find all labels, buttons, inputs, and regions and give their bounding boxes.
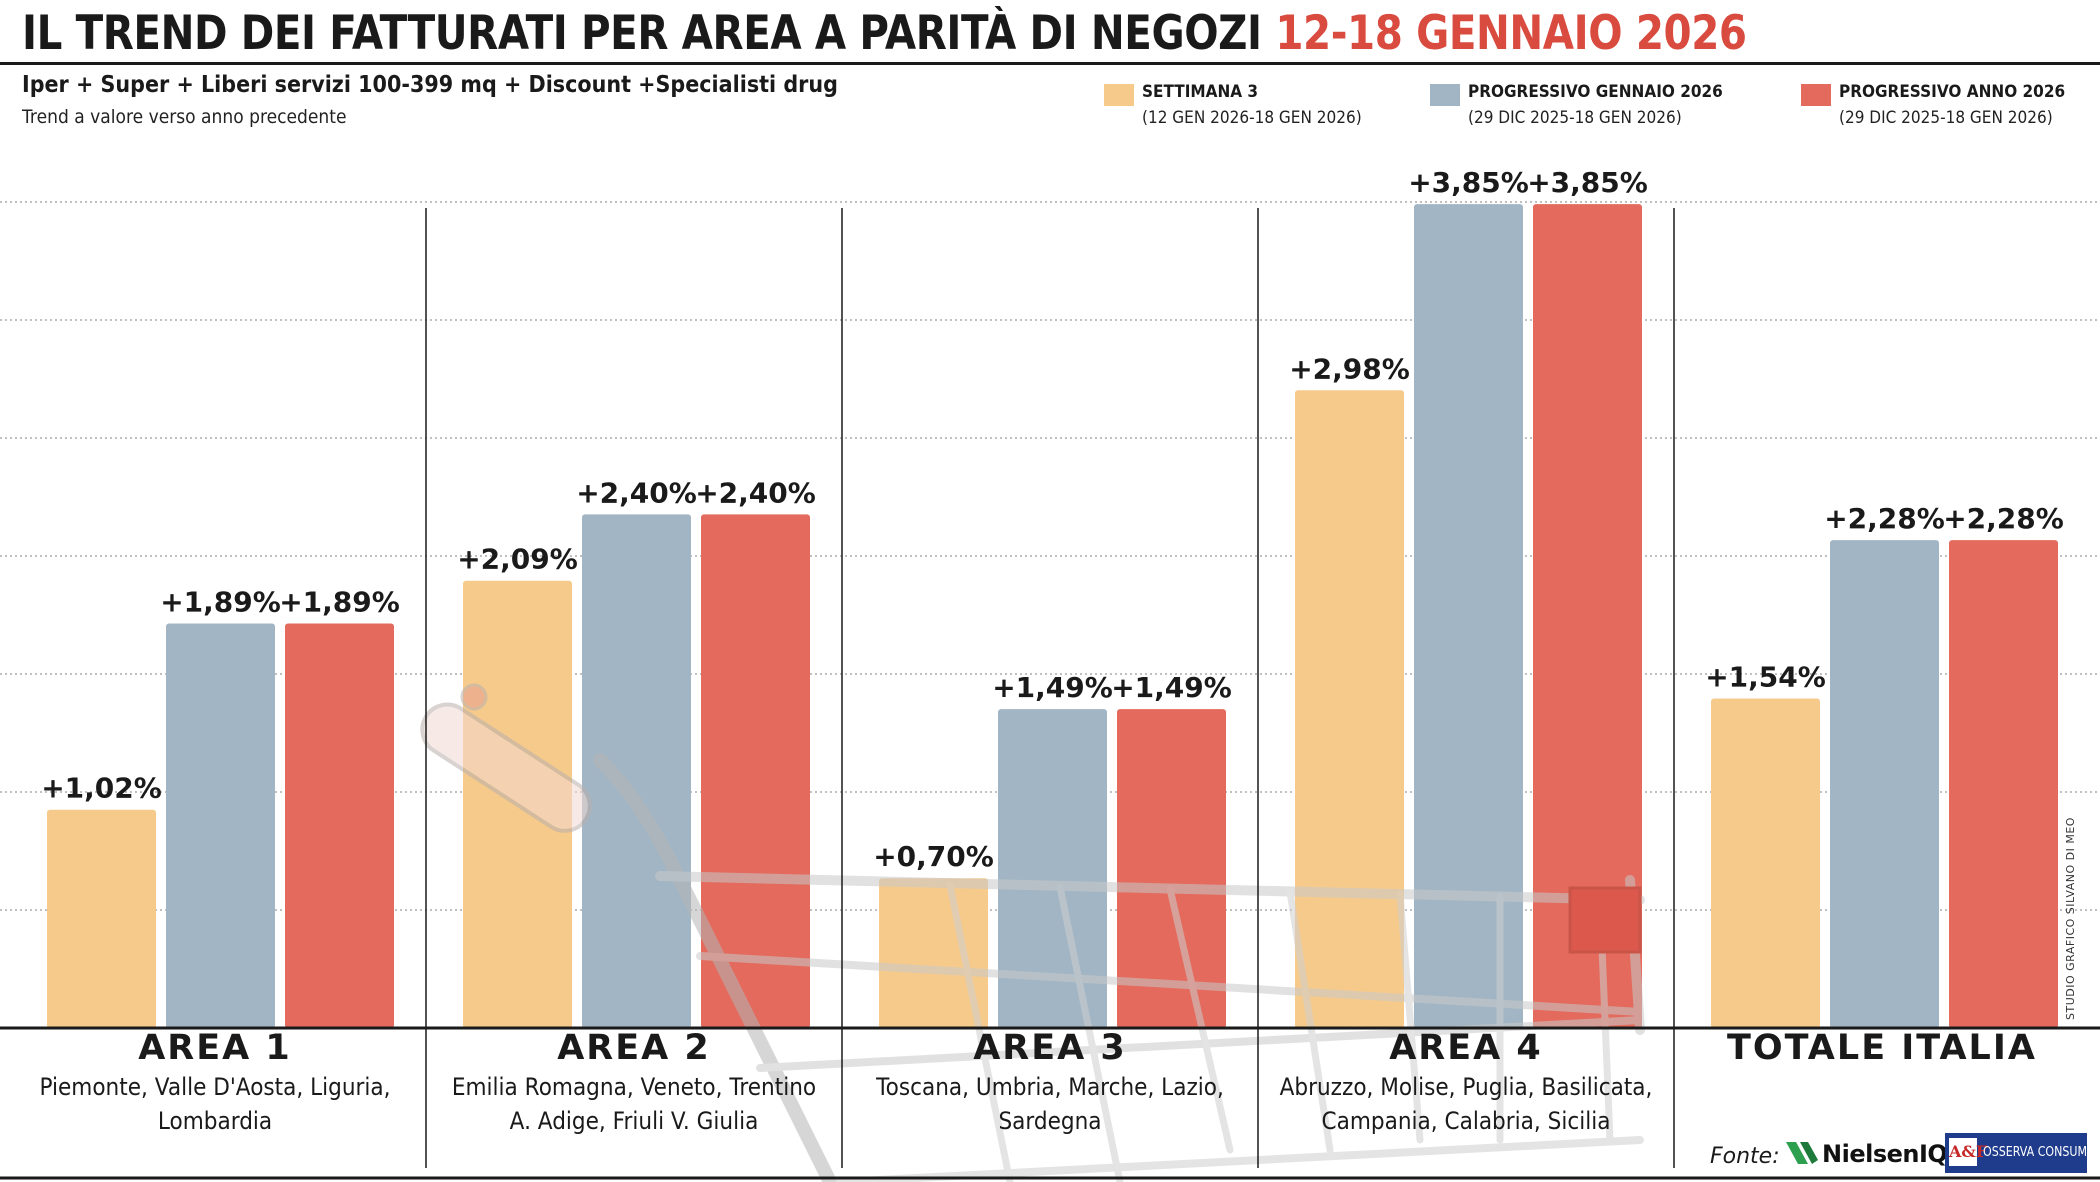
- bar-1-series-1: [47, 809, 156, 1028]
- cart-base: [836, 1136, 1644, 1182]
- legend-label: PROGRESSIVO GENNAIO 2026: [1468, 82, 1723, 102]
- category-label-area-2: AREA 2: [557, 1028, 711, 1068]
- cart-basket-top: [655, 871, 1645, 905]
- data-label-1-series-2: +1,89%: [160, 586, 281, 619]
- nielseniq-wordmark: NielsenIQ: [1822, 1140, 1948, 1168]
- graphic-credit: STUDIO GRAFICO SILVANO DI MEO: [2064, 817, 2077, 1020]
- bar-4-series-1: [1295, 390, 1404, 1028]
- bar-3-series-3: [1117, 709, 1226, 1028]
- data-label-2-series-1: +2,09%: [457, 543, 578, 576]
- data-label-4-series-2: +3,85%: [1408, 166, 1529, 199]
- legend-period: (29 DIC 2025-18 GEN 2026): [1839, 108, 2053, 128]
- title-main: IL TREND DEI FATTURATI PER AREA A PARITÀ…: [22, 6, 1262, 61]
- data-label-3-series-2: +1,49%: [992, 671, 1113, 704]
- data-label-1-series-1: +1,02%: [41, 772, 162, 805]
- legend-period: (12 GEN 2026-18 GEN 2026): [1142, 108, 1362, 128]
- category-label-area-3: AREA 3: [973, 1028, 1127, 1068]
- cart-tag: [1568, 886, 1642, 954]
- bar-2-series-3: [701, 514, 810, 1028]
- data-label-5-series-1: +1,54%: [1705, 660, 1826, 693]
- subtitle: Iper + Super + Liberi servizi 100-399 mq…: [22, 72, 838, 98]
- bar-2-series-2: [582, 514, 691, 1028]
- data-label-3-series-1: +0,70%: [873, 840, 994, 873]
- data-label-3-series-3: +1,49%: [1111, 671, 1232, 704]
- legend-period: (29 DIC 2025-18 GEN 2026): [1468, 108, 1682, 128]
- legend-label: SETTIMANA 3: [1142, 82, 1259, 102]
- data-label-4-series-1: +2,98%: [1289, 352, 1410, 385]
- category-label-area-1: AREA 1: [138, 1028, 292, 1068]
- page-title: IL TREND DEI FATTURATI PER AREA A PARITÀ…: [22, 4, 1747, 64]
- cart-basket-wires: [946, 881, 1614, 1182]
- bar-4-series-3: [1533, 204, 1642, 1029]
- category-subtitle-area-1: Piemonte, Valle D'Aosta, Liguria, Lombar…: [39, 1073, 391, 1135]
- legend-swatch: [1430, 84, 1460, 106]
- category-subtitle-area-2: Emilia Romagna, Veneto, Trentino A. Adig…: [451, 1073, 817, 1135]
- cart-basket-mid: [696, 952, 1644, 1016]
- data-label-1-series-3: +1,89%: [279, 586, 400, 619]
- category-label-area-4: AREA 4: [1389, 1028, 1543, 1068]
- legend-swatch: [1801, 84, 1831, 106]
- data-label-2-series-2: +2,40%: [576, 476, 697, 509]
- cart-frame-rail: [593, 753, 837, 1182]
- category-subtitle-area-3: Toscana, Umbria, Marche, Lazio, Sardegna: [876, 1073, 1224, 1135]
- osserva-wordmark: OSSERVA CONSUMI: [1983, 1145, 2091, 1160]
- data-label-2-series-3: +2,40%: [695, 476, 816, 509]
- bar-3-series-2: [998, 709, 1107, 1028]
- category-subtitle-area-4: Abruzzo, Molise, Puglia, Basilicata, Cam…: [1279, 1073, 1653, 1135]
- osserva-consumi-logo: A&F OSSERVA CONSUMI: [1945, 1133, 2091, 1173]
- legend-swatch: [1104, 84, 1134, 106]
- trend-note: Trend a valore verso anno precedente: [22, 106, 347, 128]
- category-label-totale: TOTALE ITALIA: [1727, 1028, 2037, 1068]
- bar-5-series-2: [1830, 540, 1939, 1028]
- source-label: Fonte:: [1710, 1144, 1780, 1169]
- cart-handle-knob: [460, 683, 488, 711]
- bar-3-series-1: [879, 878, 988, 1028]
- bar-5-series-3: [1949, 540, 2058, 1028]
- bar-1-series-2: [166, 623, 275, 1028]
- bar-1-series-3: [285, 623, 394, 1028]
- data-label-4-series-3: +3,85%: [1527, 166, 1648, 199]
- bar-5-series-1: [1711, 698, 1820, 1028]
- legend-label: PROGRESSIVO ANNO 2026: [1839, 82, 2066, 102]
- data-label-5-series-3: +2,28%: [1943, 502, 2064, 535]
- nielseniq-icon: [1786, 1142, 1818, 1164]
- title-highlight: 12-18 GENNAIO 2026: [1275, 6, 1747, 61]
- osserva-mark: A&F: [1949, 1138, 1987, 1166]
- bar-4-series-2: [1414, 204, 1523, 1029]
- data-label-5-series-2: +2,28%: [1824, 502, 1945, 535]
- title-rule: [0, 62, 2100, 65]
